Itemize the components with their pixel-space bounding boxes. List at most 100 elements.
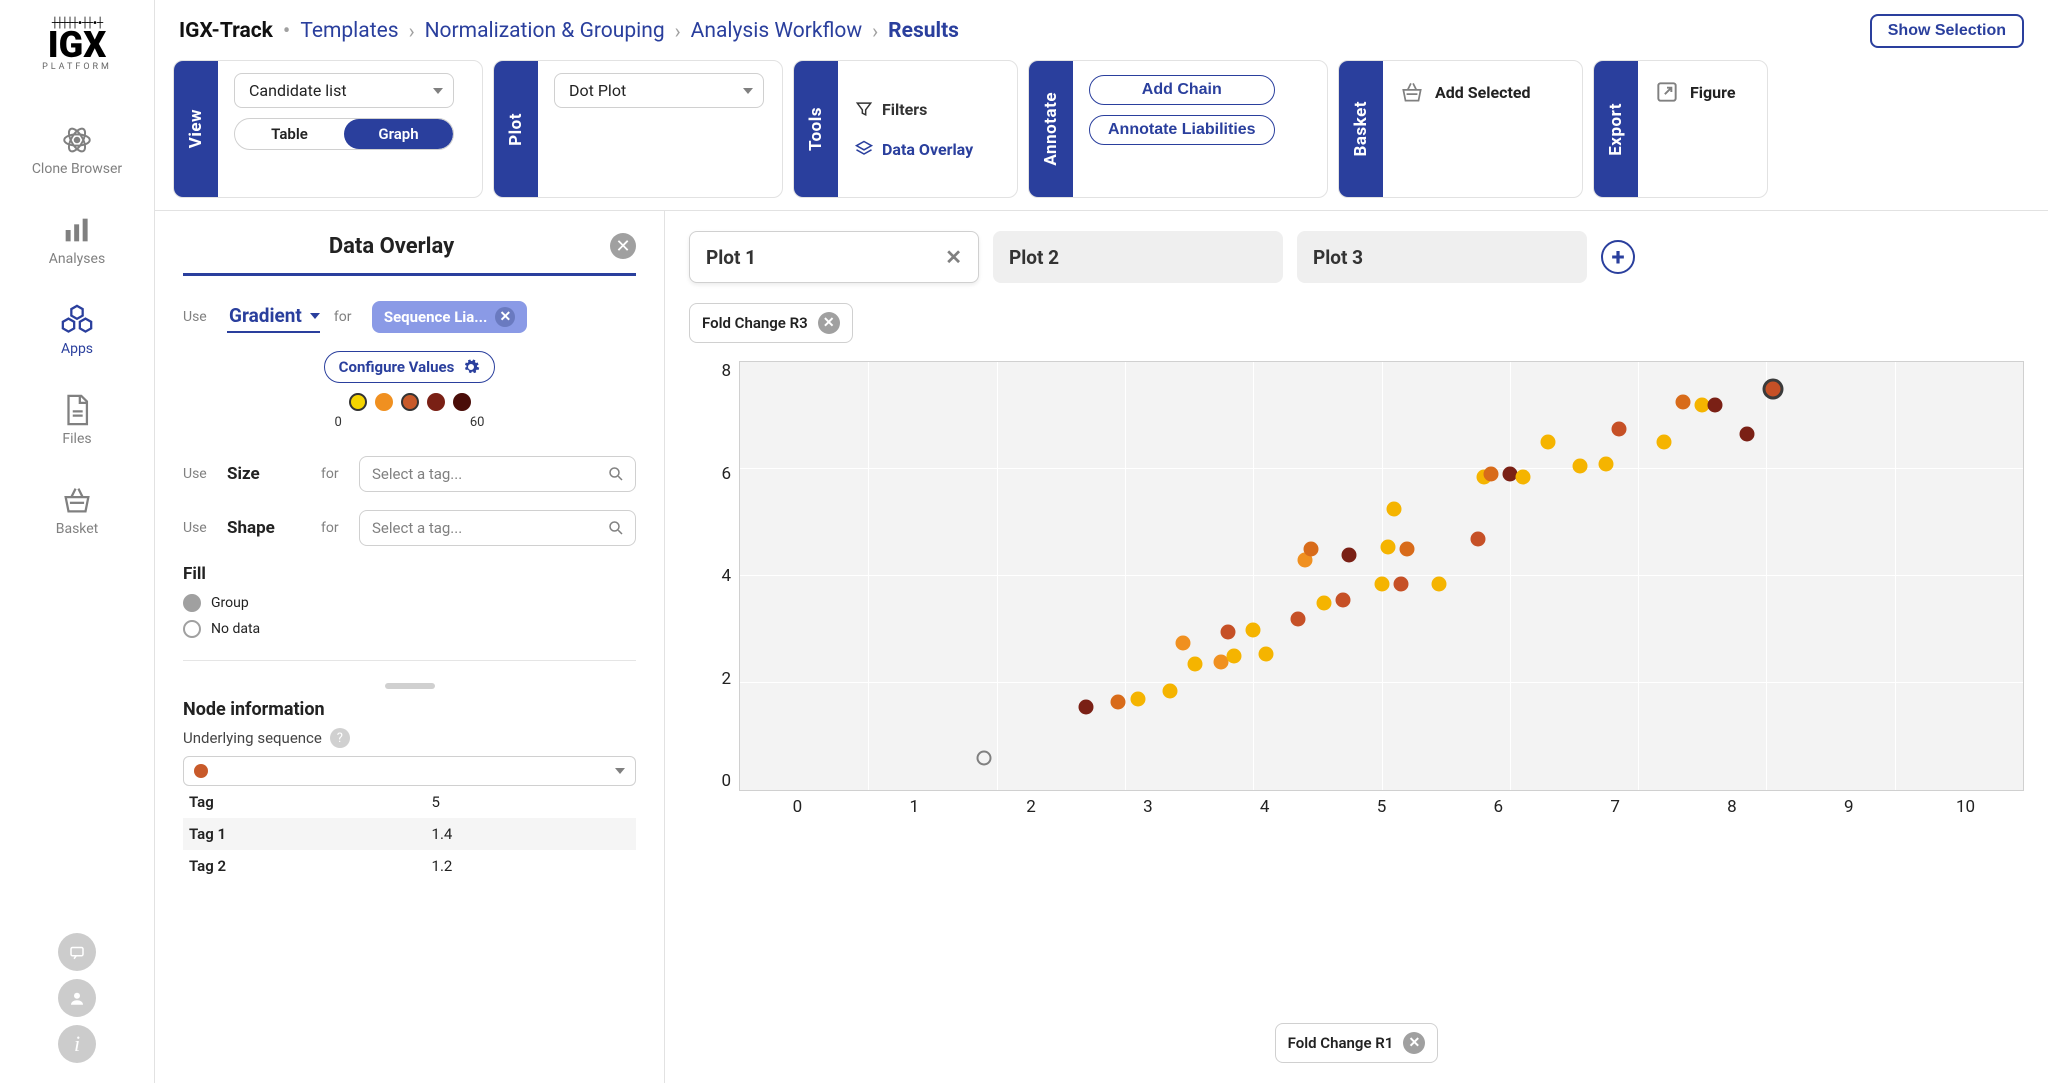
panel-tab-tools: Tools [794,61,838,197]
scatter-point[interactable] [1765,381,1780,396]
scatter-point[interactable] [1400,542,1415,557]
main: IGX-Track • Templates › Normalization & … [155,0,2048,1083]
node-select[interactable] [183,756,636,786]
gradient-legend: 0 60 [183,393,636,430]
overlay-gradient-select[interactable]: Gradient [227,302,320,333]
scatter-point[interactable] [1541,435,1556,450]
scatter-point[interactable] [1175,635,1190,650]
remove-tag-icon[interactable]: ✕ [495,307,515,327]
tool-data-overlay[interactable]: Data Overlay [854,136,973,162]
scatter-point[interactable] [1259,646,1274,661]
chat-icon[interactable] [58,933,96,971]
info-icon[interactable]: i [58,1025,96,1063]
scatter-point[interactable] [1111,694,1126,709]
export-icon [1654,79,1680,105]
work-area: Data Overlay ✕ Use Gradient for Sequence… [155,210,2048,1083]
seg-table[interactable]: Table [235,119,344,149]
help-icon[interactable]: ? [330,728,350,748]
layers-icon [854,139,874,159]
scatter-point[interactable] [976,750,991,765]
fill-group-option[interactable]: Group [183,594,636,612]
scatter-point[interactable] [1470,531,1485,546]
view-select[interactable]: Candidate list [234,73,454,108]
show-selection-button[interactable]: Show Selection [1870,14,2024,48]
scatter-point[interactable] [1246,622,1261,637]
scatter-point[interactable] [1226,649,1241,664]
x-axis-chip[interactable]: Fold Change R1 ✕ [1275,1023,1439,1063]
underlying-label: Underlying sequence [183,729,322,747]
scatter-point[interactable] [1130,692,1145,707]
breadcrumb-item[interactable]: Analysis Workflow [691,19,863,43]
close-overlay-button[interactable]: ✕ [610,233,636,259]
scatter-point[interactable] [1740,427,1755,442]
rail-label: Basket [56,521,99,537]
size-tag-select[interactable]: Select a tag... [359,456,636,492]
scatter-point[interactable] [1342,547,1357,562]
add-plot-tab-button[interactable]: + [1601,240,1635,274]
gradient-dot [401,393,419,411]
scatter-point[interactable] [1483,467,1498,482]
user-icon[interactable] [58,979,96,1017]
rail-item-files[interactable]: Files [0,375,154,465]
plot-tab-1[interactable]: Plot 1✕ [689,231,979,283]
seg-graph[interactable]: Graph [344,119,453,149]
remove-y-axis-icon[interactable]: ✕ [818,312,840,334]
scatter-point[interactable] [1393,577,1408,592]
scatter-point[interactable] [1611,421,1626,436]
scatter-point[interactable] [1573,459,1588,474]
scatter-point[interactable] [1291,611,1306,626]
breadcrumb-item[interactable]: Normalization & Grouping [425,19,665,43]
tool-filters[interactable]: Filters [854,96,973,122]
rail-item-analyses[interactable]: Analyses [0,195,154,285]
plot-tab-3[interactable]: Plot 3 [1297,231,1587,283]
scale-min: 0 [335,415,342,430]
rail-item-apps[interactable]: Apps [0,285,154,375]
radio-icon [183,620,201,638]
kv-row: Tag 11.4 [183,818,636,850]
kv-row: Tag 21.2 [183,850,636,882]
plot-tabs: Plot 1✕ Plot 2 Plot 3 + [689,231,2024,283]
drag-handle[interactable] [385,683,435,689]
scatter-point[interactable] [1387,502,1402,517]
plot-area[interactable] [739,361,2024,791]
breadcrumb-item[interactable]: Templates [300,19,398,43]
ribbon: View Candidate list Table Graph Plot Dot… [155,60,2048,210]
fill-nodata-option[interactable]: No data [183,620,636,638]
scatter-point[interactable] [1188,657,1203,672]
export-figure-button[interactable]: Figure [1654,79,1735,105]
scatter-point[interactable] [1676,395,1691,410]
rail-item-basket[interactable]: Basket [0,465,154,555]
scatter-point[interactable] [1303,542,1318,557]
scatter-point[interactable] [1599,456,1614,471]
add-selected-button[interactable]: Add Selected [1399,79,1531,105]
scatter-point[interactable] [1656,435,1671,450]
scatter-point[interactable] [1432,577,1447,592]
remove-x-axis-icon[interactable]: ✕ [1403,1032,1425,1054]
rail-item-clone-browser[interactable]: Clone Browser [0,105,154,195]
scatter-point[interactable] [1380,539,1395,554]
close-tab-icon[interactable]: ✕ [945,245,962,269]
panel-tools: Tools Filters Data Overlay [793,60,1018,198]
x-axis: 012345678910 [739,791,2024,817]
scatter-point[interactable] [1374,577,1389,592]
add-chain-button[interactable]: Add Chain [1089,75,1275,105]
plot-tab-2[interactable]: Plot 2 [993,231,1283,283]
panel-tab-basket: Basket [1339,61,1383,197]
scatter-point[interactable] [1336,593,1351,608]
shape-tag-select[interactable]: Select a tag... [359,510,636,546]
configure-values-button[interactable]: Configure Values [324,351,496,383]
annotate-liabilities-button[interactable]: Annotate Liabilities [1089,115,1275,145]
scatter-point[interactable] [1079,700,1094,715]
plot-type-select[interactable]: Dot Plot [554,73,764,108]
scatter-point[interactable] [1316,595,1331,610]
scatter-point[interactable] [1708,397,1723,412]
scatter-point[interactable] [1220,625,1235,640]
y-axis: 86420 [689,361,739,791]
y-axis-chip[interactable]: Fold Change R3 ✕ [689,303,853,343]
search-icon [607,519,625,537]
overlay-panel: Data Overlay ✕ Use Gradient for Sequence… [155,211,665,1083]
scatter-point[interactable] [1515,470,1530,485]
panel-basket: Basket Add Selected [1338,60,1583,198]
overlay-tag-chip[interactable]: Sequence Lia... ✕ [372,301,528,333]
scatter-point[interactable] [1162,684,1177,699]
